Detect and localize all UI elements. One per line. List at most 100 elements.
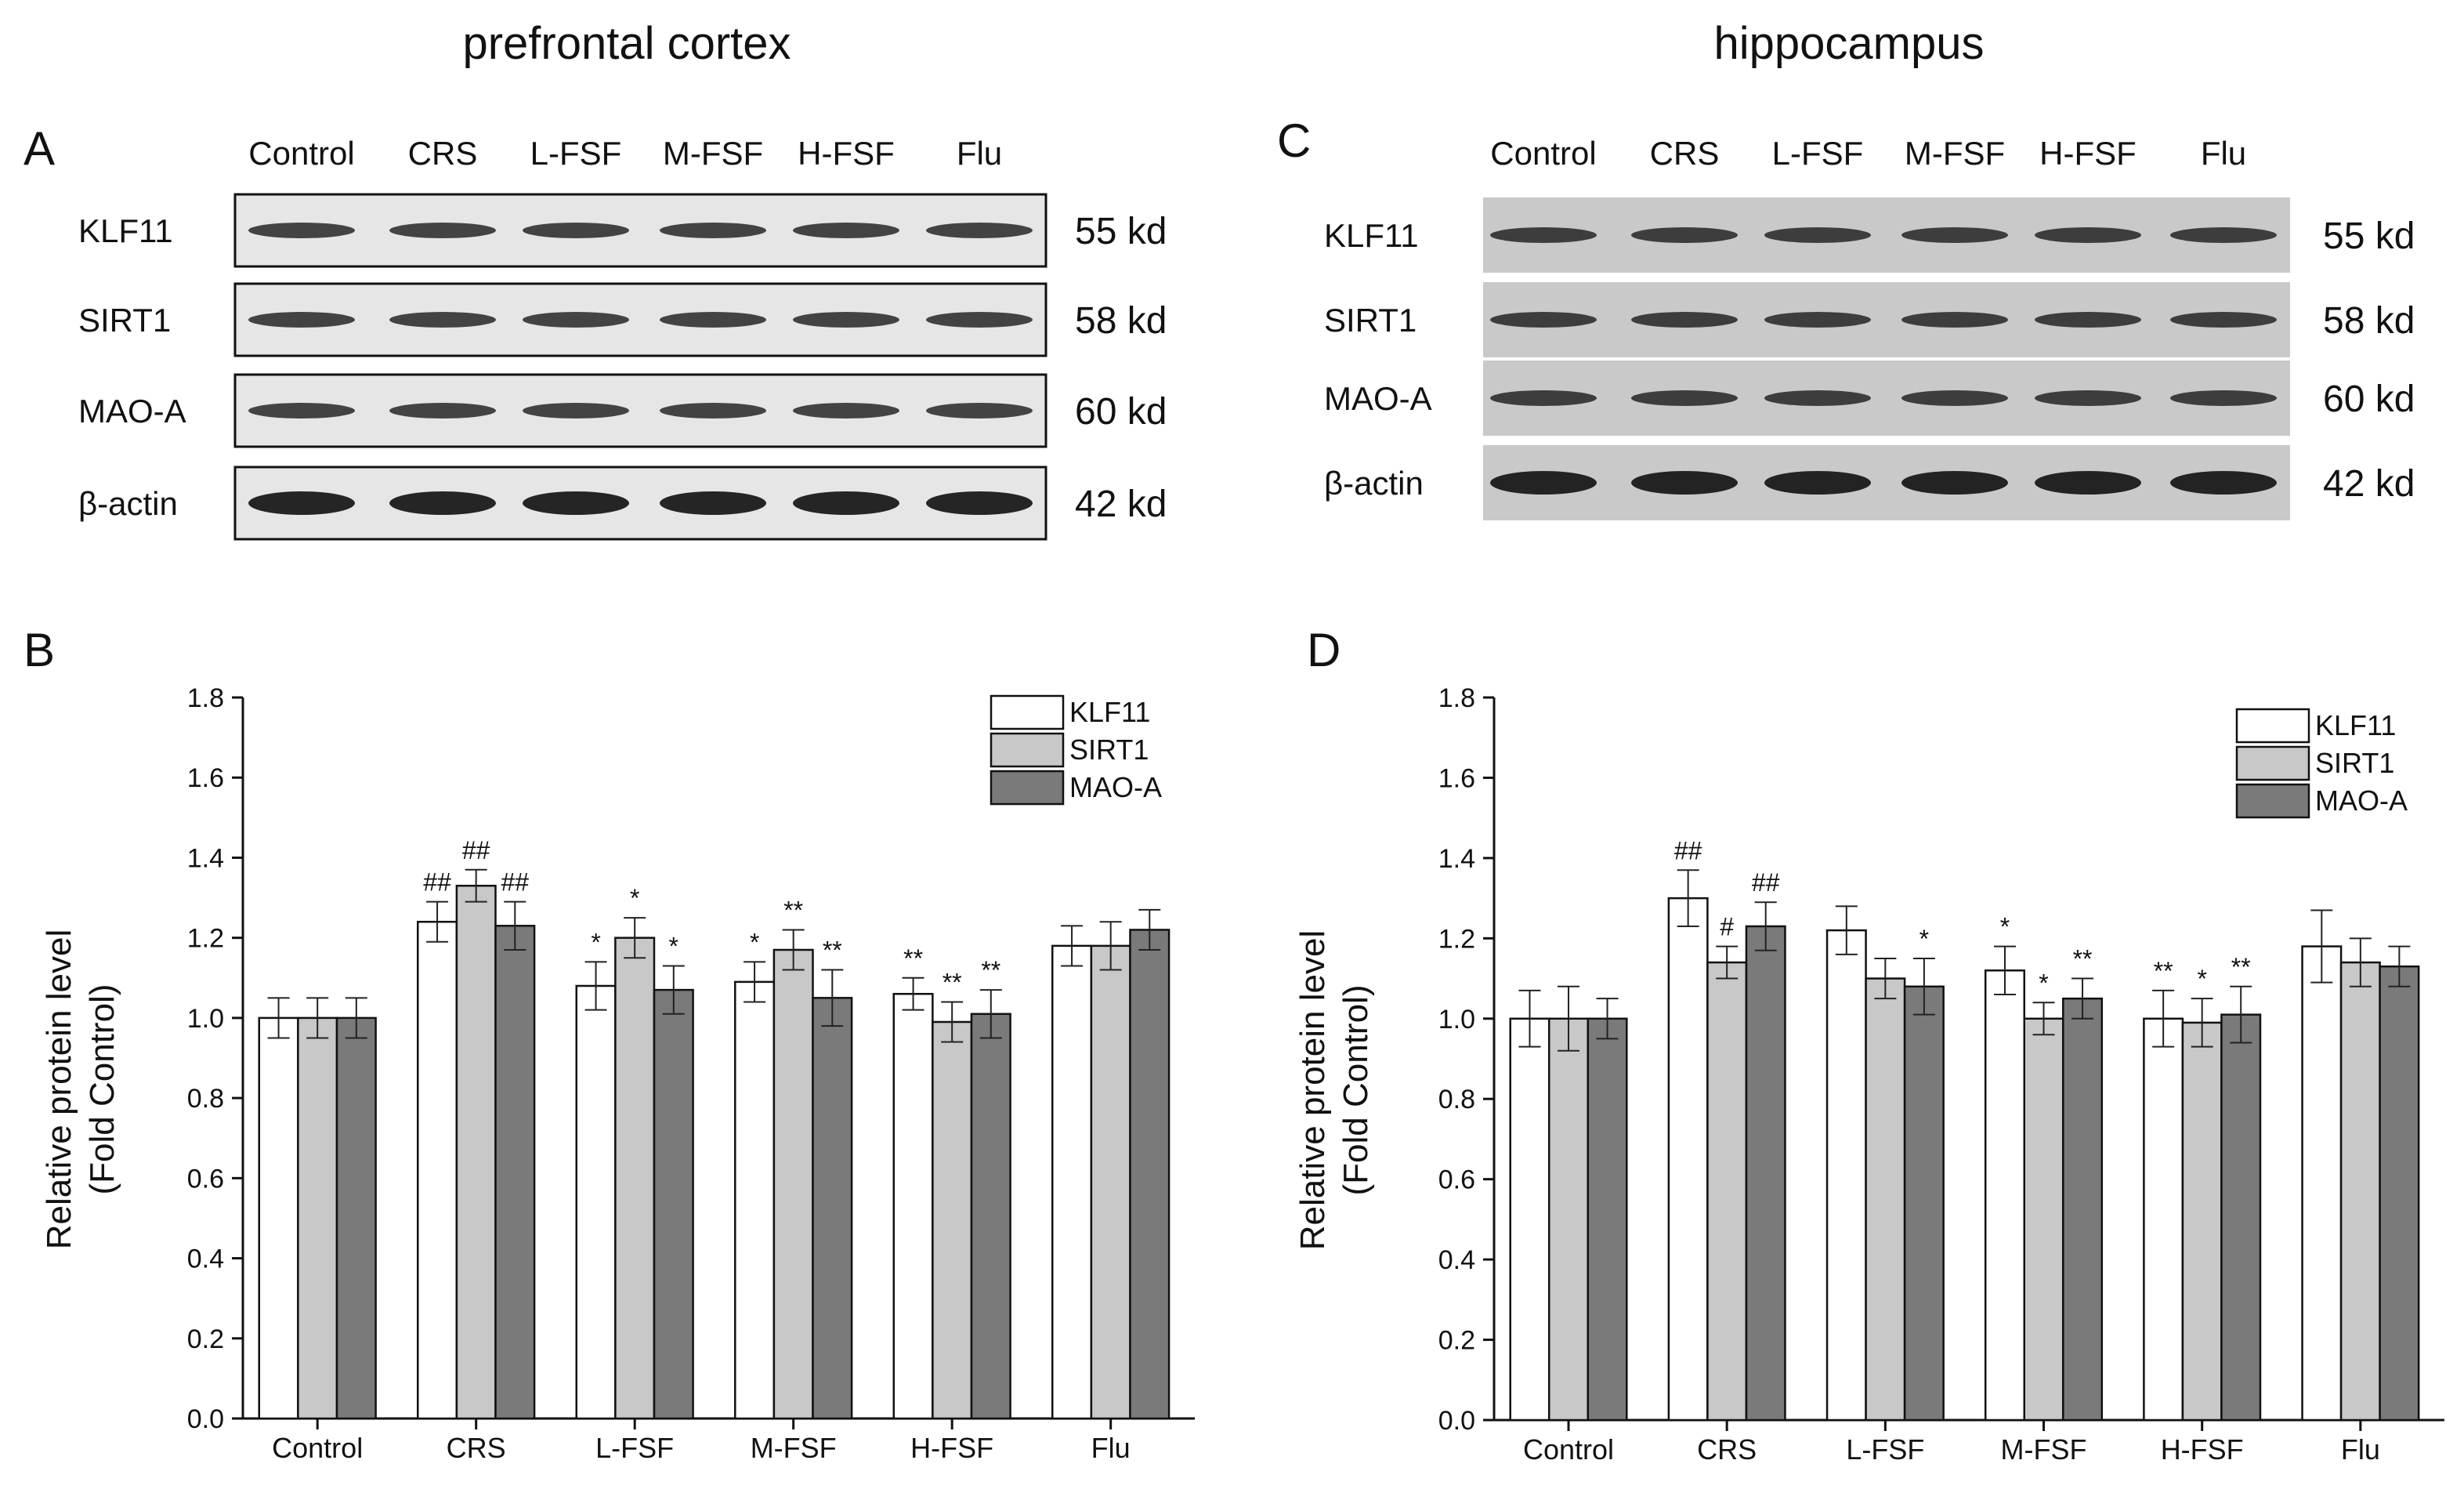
bar-sirt1 xyxy=(2181,1021,2223,1422)
blot-band-right xyxy=(1901,390,2008,406)
blot-band-left xyxy=(793,403,899,418)
blot-band-left xyxy=(926,491,1033,515)
blot-band-left xyxy=(389,223,496,238)
blot-band-left xyxy=(660,223,766,238)
blot-band-right xyxy=(1764,312,1871,328)
legend-label: SIRT1 xyxy=(1069,734,1149,766)
y-axis-label: Relative protein level xyxy=(40,929,78,1249)
y-tick-label: 1.6 xyxy=(1438,763,1475,793)
chart-B: 0.0 0.2 0.4 0.6 0.8 1.0 1.2 1.4 1.6 1.8 Relative p… xyxy=(40,683,1195,1464)
blot-lane-label-left: L-FSF xyxy=(530,135,622,172)
blot-protein-label-left: MAO-A xyxy=(78,393,186,429)
legend-swatch-klf11 xyxy=(2235,708,2310,744)
significance-mark: ** xyxy=(823,937,842,965)
blot-band-right xyxy=(1764,390,1871,406)
panel-letter-d: D xyxy=(1307,624,1341,676)
blot-strip-right xyxy=(1483,197,2290,273)
blot-band-right xyxy=(1764,471,1871,495)
bar-sirt1 xyxy=(297,1016,338,1420)
blot-band-right xyxy=(1490,471,1597,495)
left-panel-title: prefrontal cortex xyxy=(462,18,791,69)
blot-size-label-right: 42 kd xyxy=(2323,463,2415,505)
y-tick-label: 1.0 xyxy=(1438,1005,1475,1034)
significance-mark: * xyxy=(669,932,678,960)
blot-lane-label-right: M-FSF xyxy=(1905,135,2005,172)
blot-size-label-right: 60 kd xyxy=(2323,379,2415,420)
blot-strip-right xyxy=(1483,282,2290,357)
y-tick-label: 0.2 xyxy=(187,1324,224,1354)
panel-letter-a: A xyxy=(24,122,55,175)
bar-sirt1 xyxy=(932,1020,973,1420)
bar-klf11 xyxy=(1667,897,1709,1422)
y-tick-label: 0.6 xyxy=(1438,1165,1475,1195)
panel-letter-b: B xyxy=(24,624,55,676)
y-tick-label: 0.2 xyxy=(1438,1326,1475,1356)
y-tick-label: 0.6 xyxy=(187,1164,224,1194)
blot-band-right xyxy=(1631,390,1738,406)
y-tick-label: 1.2 xyxy=(1438,924,1475,954)
blot-protein-label-left: SIRT1 xyxy=(78,302,171,339)
blot-lane-label-left: Control xyxy=(248,135,354,172)
blot-size-label-left: 55 kd xyxy=(1075,211,1167,252)
bar-sirt1 xyxy=(1548,1017,1590,1422)
bar-mao-a xyxy=(2379,965,2420,1422)
x-tick-label: L-FSF xyxy=(595,1432,674,1464)
x-tick-label: H-FSF xyxy=(2161,1433,2244,1466)
blot-band-left xyxy=(926,403,1033,418)
blot-protein-label-right: SIRT1 xyxy=(1324,302,1417,339)
significance-mark: ** xyxy=(2073,945,2093,973)
x-tick-label: CRS xyxy=(1697,1433,1757,1466)
significance-mark: ** xyxy=(903,944,923,973)
bar-klf11 xyxy=(1051,944,1093,1420)
bar-mao-a xyxy=(1745,925,1786,1422)
bar-mao-a xyxy=(653,988,694,1420)
blot-band-right xyxy=(2035,227,2141,243)
y-axis-label: (Fold Control) xyxy=(83,984,121,1195)
blot-band-left xyxy=(660,403,766,418)
bar-mao-a xyxy=(494,925,536,1420)
blot-band-left xyxy=(523,491,629,515)
y-tick-label: 1.0 xyxy=(187,1004,224,1034)
legend-swatch-sirt1 xyxy=(2235,745,2310,781)
bar-mao-a xyxy=(1587,1017,1628,1422)
blot-band-right xyxy=(1490,312,1597,328)
legend-swatch-sirt1 xyxy=(990,732,1065,768)
blot-band-left xyxy=(793,491,899,515)
blot-lane-label-left: CRS xyxy=(408,135,478,172)
significance-mark: * xyxy=(750,928,759,956)
blot-band-left xyxy=(248,491,355,515)
right-panel-title: hippocampus xyxy=(1714,18,1985,69)
blot-band-left xyxy=(793,223,899,238)
legend-swatch-mao-a xyxy=(990,770,1065,806)
blot-size-label-left: 42 kd xyxy=(1075,484,1167,525)
bar-klf11 xyxy=(575,984,617,1420)
blot-lane-label-left: H-FSF xyxy=(798,135,895,172)
y-tick-label: 0.4 xyxy=(187,1245,224,1274)
blot-band-left xyxy=(248,223,355,238)
blot-lane-label-right: H-FSF xyxy=(2039,135,2137,172)
blot-lane-label-left: M-FSF xyxy=(663,135,763,172)
significance-mark: ** xyxy=(2154,957,2173,985)
blot-band-left xyxy=(523,403,629,418)
bar-klf11 xyxy=(258,1016,299,1420)
significance-mark: ** xyxy=(783,896,803,924)
chart-D: 0.0 0.2 0.4 0.6 0.8 1.0 1.2 1.4 1.6 1.8 Relative p… xyxy=(1294,683,2444,1466)
blot-band-right xyxy=(1631,227,1738,243)
blot-lane-label-right: L-FSF xyxy=(1772,135,1864,172)
legend-label: SIRT1 xyxy=(2315,747,2394,779)
x-tick-label: L-FSF xyxy=(1846,1433,1924,1466)
bar-klf11 xyxy=(1509,1017,1550,1422)
x-tick-label: Flu xyxy=(2341,1433,2380,1466)
bar-mao-a xyxy=(1129,929,1170,1420)
y-tick-label: 0.0 xyxy=(1438,1406,1475,1436)
significance-mark: ** xyxy=(2231,953,2251,981)
bar-klf11 xyxy=(2143,1017,2184,1422)
blot-lane-label-right: Control xyxy=(1490,135,1596,172)
x-tick-label: Flu xyxy=(1091,1432,1131,1464)
blot-strip-right xyxy=(1483,361,2290,436)
bar-klf11 xyxy=(734,980,776,1420)
y-tick-label: 1.8 xyxy=(187,683,224,713)
blot-band-right xyxy=(1490,390,1597,406)
bar-mao-a xyxy=(335,1016,377,1420)
blot-band-right xyxy=(2035,312,2141,328)
